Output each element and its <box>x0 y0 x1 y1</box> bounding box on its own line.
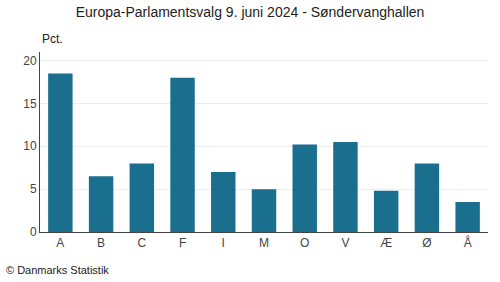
svg-text:0: 0 <box>30 225 37 239</box>
svg-text:5: 5 <box>30 182 37 196</box>
svg-text:Æ: Æ <box>380 236 392 250</box>
svg-text:C: C <box>137 236 146 250</box>
svg-text:B: B <box>97 236 105 250</box>
svg-text:I: I <box>222 236 225 250</box>
svg-text:F: F <box>179 236 186 250</box>
svg-text:Pct.: Pct. <box>42 32 63 46</box>
svg-text:A: A <box>56 236 64 250</box>
svg-text:20: 20 <box>23 54 37 68</box>
svg-text:O: O <box>300 236 309 250</box>
svg-text:Europa-Parlamentsvalg 9. juni: Europa-Parlamentsvalg 9. juni 2024 - Søn… <box>76 4 425 20</box>
svg-text:Å: Å <box>464 235 472 250</box>
svg-text:V: V <box>341 236 349 250</box>
svg-text:15: 15 <box>23 97 37 111</box>
svg-text:Ø: Ø <box>422 236 431 250</box>
svg-text:© Danmarks Statistik: © Danmarks Statistik <box>6 264 109 276</box>
svg-text:M: M <box>259 236 269 250</box>
svg-text:10: 10 <box>23 139 37 153</box>
